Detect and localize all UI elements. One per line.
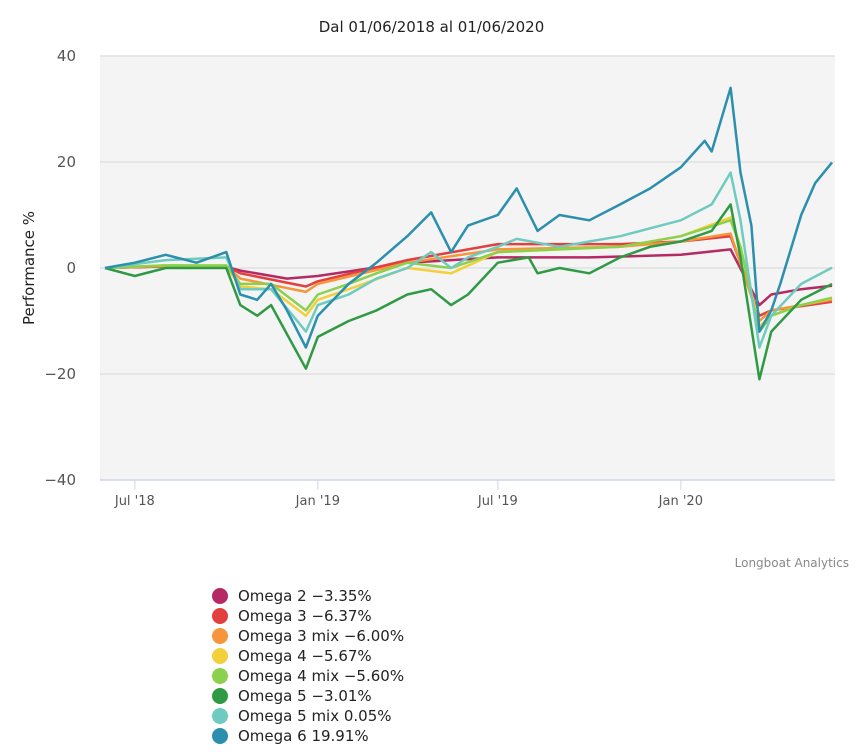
legend-label: Omega 6 19.91% — [238, 727, 369, 745]
legend-item[interactable]: Omega 5 mix 0.05% — [212, 706, 404, 726]
legend: Omega 2 −3.35% Omega 3 −6.37% Omega 3 mix … — [212, 586, 404, 746]
y-tick-label: 20 — [57, 153, 76, 171]
chart-title: Dal 01/06/2018 al 01/06/2020 — [318, 18, 545, 36]
legend-item[interactable]: Omega 6 19.91% — [212, 726, 404, 746]
legend-marker-icon — [212, 668, 228, 684]
x-tick-label: Jan '19 — [295, 494, 340, 509]
legend-item[interactable]: Omega 5 −3.01% — [212, 686, 404, 706]
legend-item[interactable]: Omega 3 mix −6.00% — [212, 626, 404, 646]
x-tick-label: Jul '19 — [477, 494, 518, 509]
legend-label: Omega 5 −3.01% — [238, 687, 372, 705]
legend-marker-icon — [212, 648, 228, 664]
y-tick-label: −40 — [44, 471, 76, 489]
y-tick-label: −20 — [44, 365, 76, 383]
legend-label: Omega 2 −3.35% — [238, 587, 372, 605]
y-tick-label: 0 — [66, 259, 76, 277]
legend-marker-icon — [212, 708, 228, 724]
legend-marker-icon — [212, 608, 228, 624]
legend-marker-icon — [212, 688, 228, 704]
legend-item[interactable]: Omega 2 −3.35% — [212, 586, 404, 606]
legend-marker-icon — [212, 728, 228, 744]
legend-marker-icon — [212, 628, 228, 644]
legend-label: Omega 3 mix −6.00% — [238, 627, 405, 645]
legend-label: Omega 3 −6.37% — [238, 607, 372, 625]
y-tick-label: 40 — [57, 47, 76, 65]
legend-item[interactable]: Omega 4 −5.67% — [212, 646, 404, 666]
legend-label: Omega 4 mix −5.60% — [238, 667, 405, 685]
legend-item[interactable]: Omega 4 mix −5.60% — [212, 666, 404, 686]
legend-label: Omega 4 −5.67% — [238, 647, 372, 665]
x-tick-label: Jul '18 — [114, 494, 155, 509]
series-line-omega-5[interactable] — [104, 203, 833, 381]
legend-item[interactable]: Omega 3 −6.37% — [212, 606, 404, 626]
x-tick-label: Jan '20 — [658, 494, 703, 509]
legend-label: Omega 5 mix 0.05% — [238, 707, 392, 725]
credits-link[interactable]: Longboat Analytics — [734, 556, 849, 570]
y-axis-label: Performance % — [20, 211, 38, 325]
legend-marker-icon — [212, 588, 228, 604]
line-chart: 40 20 0 −20 −40 Jul '18 Jan '19 Jul '19 Jan '20… — [20, 47, 835, 509]
series-line-omega-6[interactable] — [104, 86, 833, 349]
